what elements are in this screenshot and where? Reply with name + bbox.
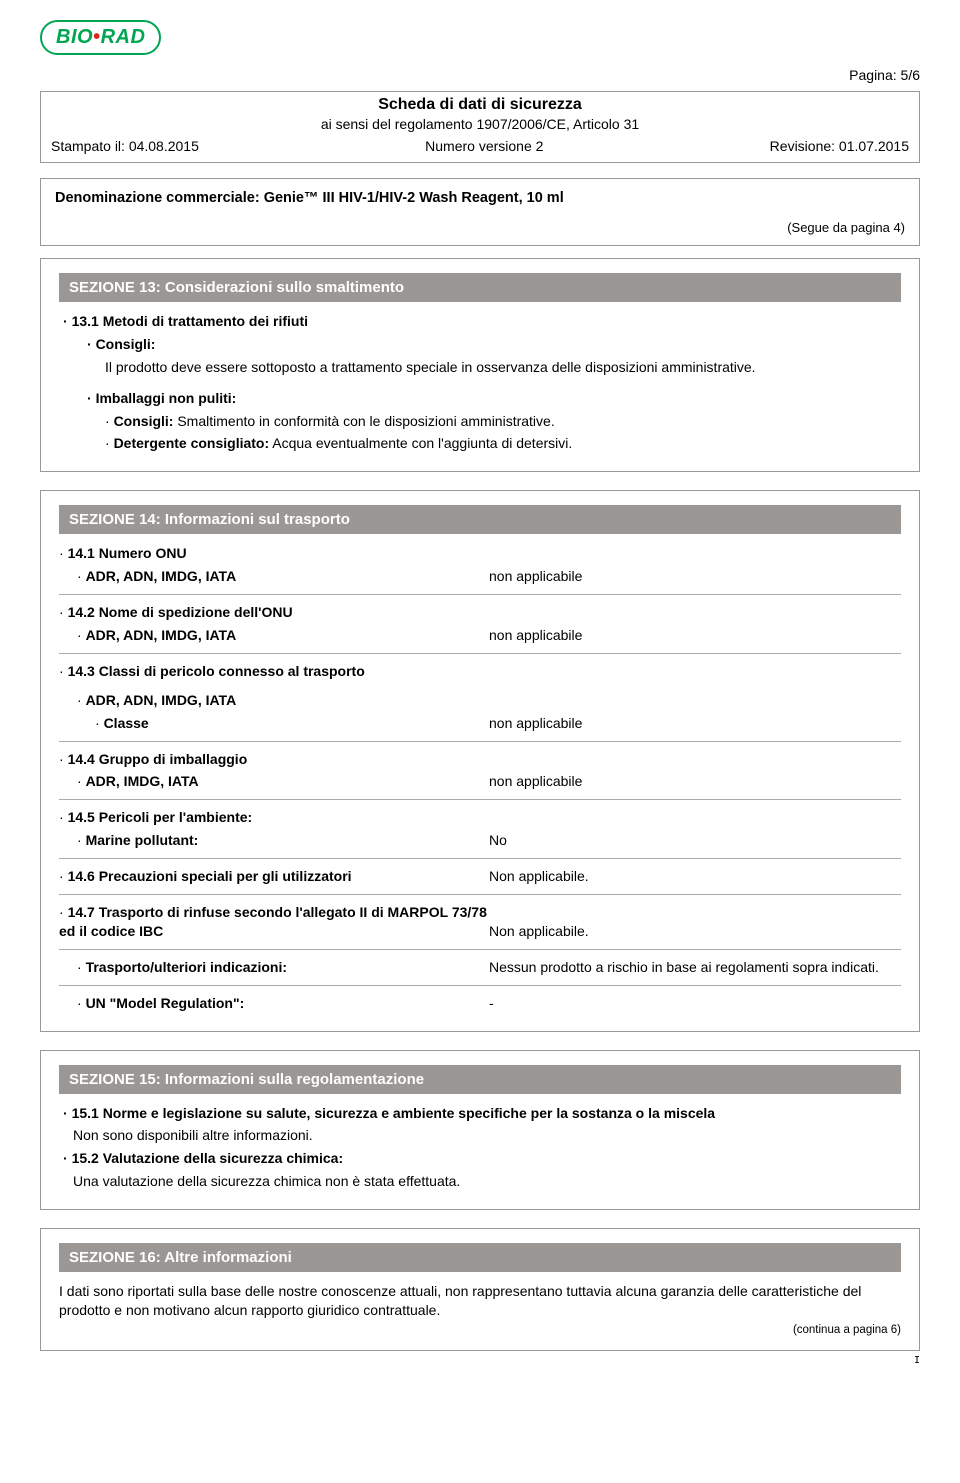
s14-row: · Marine pollutant: No: [59, 831, 901, 850]
s14-row: · ADR, IMDG, IATA non applicabile: [59, 772, 901, 791]
s15-item1: 15.1 Norme e legislazione su salute, sic…: [63, 1104, 901, 1123]
denom-value: Genie™ III HIV-1/HIV-2 Wash Reagent, 10 …: [264, 190, 564, 206]
s14-value: Non applicabile.: [489, 867, 901, 886]
logo: BIO•RAD: [40, 20, 161, 55]
section-15: SEZIONE 15: Informazioni sulla regolamen…: [40, 1050, 920, 1211]
doc-title: Scheda di dati di sicurezza: [41, 96, 919, 114]
logo-dot: •: [93, 26, 101, 48]
s14-row: · Trasporto/ulteriori indicazioni: Nessu…: [59, 958, 901, 977]
section-13: SEZIONE 13: Considerazioni sullo smaltim…: [40, 258, 920, 472]
s14-row: · 14.7 Trasporto di rinfuse secondo l'al…: [59, 903, 901, 941]
s14-row: · 14.1 Numero ONU: [59, 544, 901, 563]
s14-sublabel: UN "Model Regulation":: [86, 995, 245, 1011]
denom-label: Denominazione commerciale:: [55, 190, 264, 206]
s14-row: · 14.6 Precauzioni speciali per gli util…: [59, 867, 901, 886]
s16-continua: (continua a pagina 6): [59, 1324, 901, 1336]
section-13-header: SEZIONE 13: Considerazioni sullo smaltim…: [59, 273, 901, 302]
s14-row: · 14.3 Classi di pericolo connesso al tr…: [59, 662, 901, 681]
s13-smalt: · Consigli: Smaltimento in conformità co…: [105, 412, 901, 431]
s15-item2: 15.2 Valutazione della sicurezza chimica…: [63, 1149, 901, 1168]
s14-label: 14.3 Classi di pericolo connesso al tras…: [68, 663, 365, 679]
s13-deterg-label: Detergente consigliato:: [114, 435, 270, 451]
s13-imballaggi: Imballaggi non puliti:: [87, 389, 901, 408]
s14-row: · 14.5 Pericoli per l'ambiente:: [59, 808, 901, 827]
s14-row: · ADR, ADN, IMDG, IATA non applicabile: [59, 567, 901, 586]
s14-sublabel: Trasporto/ulteriori indicazioni:: [86, 959, 287, 975]
s15-item2-text: Una valutazione della sicurezza chimica …: [73, 1172, 901, 1191]
s13-consigli-text: Il prodotto deve essere sottoposto a tra…: [105, 358, 901, 377]
s14-row: · ADR, ADN, IMDG, IATA non applicabile: [59, 626, 901, 645]
s14-sublabel: Marine pollutant:: [86, 832, 199, 848]
s14-label: 14.4 Gruppo di imballaggio: [68, 751, 248, 767]
s13-consigli-label: Consigli:: [87, 335, 901, 354]
continued-from: (Segue da pagina 4): [55, 220, 905, 235]
denomination-box: Denominazione commerciale: Genie™ III HI…: [40, 178, 920, 246]
header-block: Scheda di dati di sicurezza ai sensi del…: [40, 91, 920, 163]
s14-row: · 14.4 Gruppo di imballaggio: [59, 750, 901, 769]
s13-deterg: · Detergente consigliato: Acqua eventual…: [105, 434, 901, 453]
s14-value: non applicabile: [489, 714, 901, 733]
s14-value: non applicabile: [489, 626, 901, 645]
s14-sub2label: Classe: [104, 715, 149, 731]
s14-sublabel: ADR, ADN, IMDG, IATA: [86, 627, 237, 643]
logo-right: RAD: [101, 26, 146, 48]
section-16: SEZIONE 16: Altre informazioni I dati so…: [40, 1228, 920, 1351]
s15-item1-text: Non sono disponibili altre informazioni.: [73, 1126, 901, 1145]
page-tick: I: [40, 1355, 920, 1366]
s13-smalt-label: Consigli:: [114, 413, 174, 429]
s14-value: Non applicabile.: [489, 922, 901, 941]
s14-sublabel: ADR, ADN, IMDG, IATA: [86, 568, 237, 584]
s14-label: 14.2 Nome di spedizione dell'ONU: [68, 604, 293, 620]
version-number: Numero versione 2: [425, 138, 543, 154]
s14-value: non applicabile: [489, 772, 901, 791]
page-number: Pagina: 5/6: [40, 67, 920, 83]
s14-value: Nessun prodotto a rischio in base ai reg…: [489, 958, 901, 977]
s13-smalt-text: Smaltimento in conformità con le disposi…: [173, 413, 554, 429]
doc-subtitle: ai sensi del regolamento 1907/2006/CE, A…: [41, 116, 919, 132]
s14-sublabel: ADR, ADN, IMDG, IATA: [86, 692, 237, 708]
s14-sublabel: ADR, IMDG, IATA: [86, 773, 199, 789]
s14-row: · UN "Model Regulation": -: [59, 994, 901, 1013]
s14-value: non applicabile: [489, 567, 901, 586]
s14-label: 14.5 Pericoli per l'ambiente:: [68, 809, 253, 825]
s14-value: -: [489, 994, 901, 1013]
s14-label: 14.1 Numero ONU: [68, 545, 187, 561]
s16-text: I dati sono riportati sulla base delle n…: [59, 1282, 901, 1320]
section-16-header: SEZIONE 16: Altre informazioni: [59, 1243, 901, 1272]
printed-date: Stampato il: 04.08.2015: [51, 138, 199, 154]
s14-row: · Classe non applicabile: [59, 714, 901, 733]
logo-left: BIO: [56, 26, 93, 48]
s14-label: 14.6 Precauzioni speciali per gli utiliz…: [68, 868, 352, 884]
s14-row: · 14.2 Nome di spedizione dell'ONU: [59, 603, 901, 622]
section-15-header: SEZIONE 15: Informazioni sulla regolamen…: [59, 1065, 901, 1094]
s14-label: 14.7 Trasporto di rinfuse secondo l'alle…: [59, 904, 487, 939]
s13-deterg-text: Acqua eventualmente con l'aggiunta di de…: [269, 435, 572, 451]
revision-date: Revisione: 01.07.2015: [770, 138, 909, 154]
s14-row: · ADR, ADN, IMDG, IATA: [59, 691, 901, 710]
s14-value: No: [489, 831, 901, 850]
section-14-header: SEZIONE 14: Informazioni sul trasporto: [59, 505, 901, 534]
s13-item1: 13.1 Metodi di trattamento dei rifiuti: [63, 312, 901, 331]
section-14: SEZIONE 14: Informazioni sul trasporto ·…: [40, 490, 920, 1031]
